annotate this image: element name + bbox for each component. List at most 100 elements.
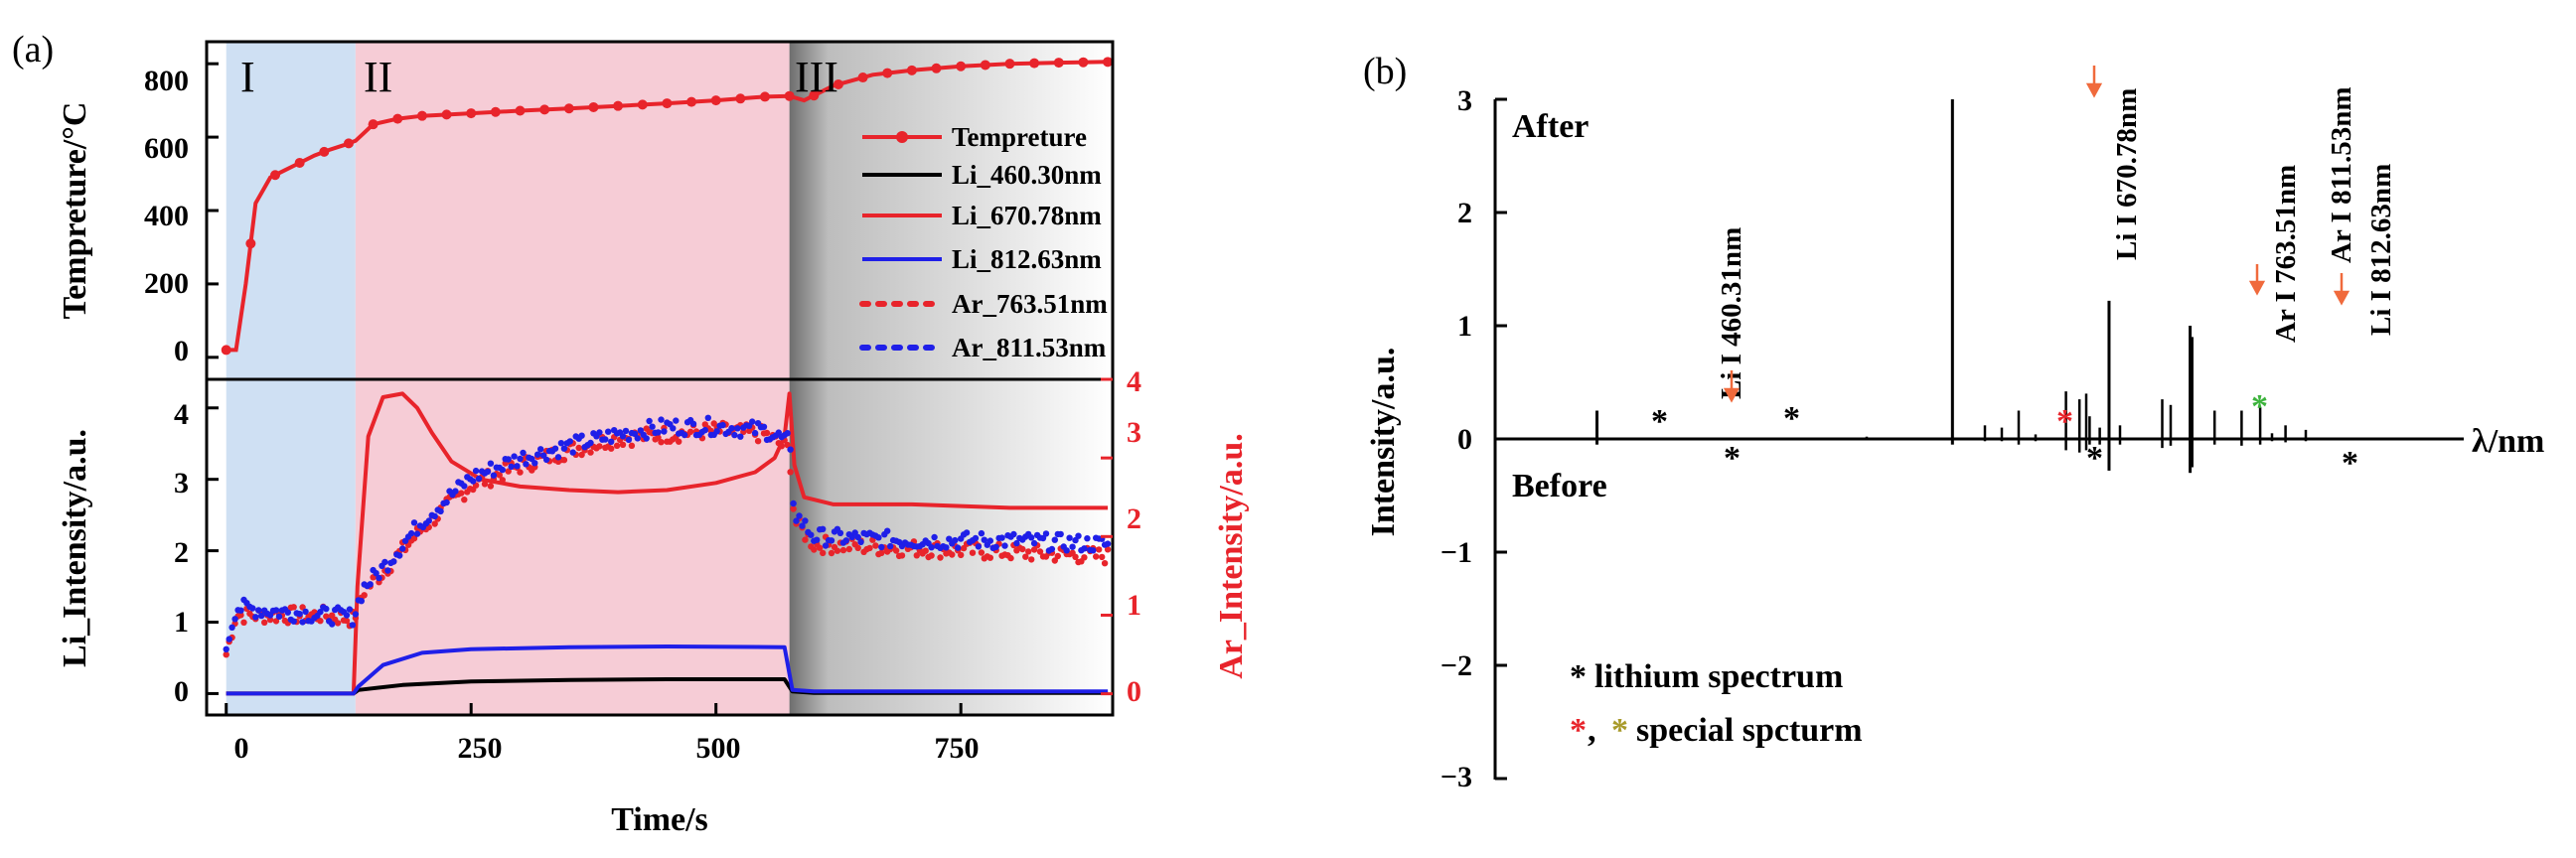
tempreture-point bbox=[882, 68, 893, 78]
series-ar-763-51nm-point bbox=[784, 441, 791, 449]
tempreture-point bbox=[270, 170, 281, 181]
peak-label-li-812: Li I 812.63nm bbox=[2365, 164, 2397, 336]
series-ar-763-51nm-point bbox=[913, 552, 920, 559]
series-ar-811-53nm-point bbox=[946, 535, 953, 542]
intensity-plot bbox=[223, 391, 1112, 696]
panel-a-label: (a) bbox=[12, 29, 54, 71]
series-ar-811-53nm-point bbox=[296, 611, 303, 618]
series-ar-811-53nm-point bbox=[1042, 530, 1050, 537]
series-ar-811-53nm-point bbox=[955, 544, 962, 551]
series-ar-811-53nm-point bbox=[252, 614, 259, 621]
series-ar-811-53nm-point bbox=[681, 431, 688, 439]
series-ar-811-53nm-point bbox=[461, 483, 468, 490]
spectrum bbox=[1595, 99, 2308, 474]
series-ar-811-53nm-point bbox=[299, 619, 306, 626]
asterisk-lithium: * bbox=[1651, 403, 1668, 440]
series-ar-763-51nm-point bbox=[1028, 556, 1035, 563]
series-ar-763-51nm-point bbox=[496, 472, 503, 479]
bottom-right-ytick-label: 0 bbox=[1127, 675, 1141, 708]
tempreture-point bbox=[735, 93, 746, 104]
series-ar-811-53nm-point bbox=[437, 507, 444, 515]
series-ar-811-53nm-point bbox=[728, 425, 735, 432]
region-label-ii: II bbox=[364, 53, 392, 101]
tempreture-point bbox=[784, 90, 795, 101]
top-ytick-label: 600 bbox=[144, 132, 189, 165]
bottom-left-ytick-label: 4 bbox=[174, 398, 189, 431]
series-ar-811-53nm-point bbox=[237, 607, 244, 614]
series-ar-811-53nm-point bbox=[1057, 530, 1064, 538]
series-ar-763-51nm-point bbox=[272, 618, 280, 625]
series-ar-763-51nm-point bbox=[1072, 553, 1079, 560]
series-ar-811-53nm-point bbox=[472, 467, 480, 475]
xtick-label: 0 bbox=[234, 732, 249, 765]
tempreture-point bbox=[1029, 58, 1040, 69]
after-label: After bbox=[1512, 108, 1589, 145]
series-ar-763-51nm-point bbox=[317, 618, 324, 625]
bottom-left-ytick-label: 1 bbox=[174, 606, 189, 639]
peak-label-ar-763: Ar I 763.51nm bbox=[2270, 165, 2302, 343]
series-ar-811-53nm-point bbox=[820, 525, 827, 532]
series-ar-811-53nm-point bbox=[384, 567, 391, 574]
series-ar-811-53nm-point bbox=[542, 456, 550, 464]
peak-arrows bbox=[1723, 66, 2350, 403]
region-III-top bbox=[789, 42, 1113, 379]
series-ar-811-53nm-point bbox=[670, 425, 677, 432]
series-ar-811-53nm-point bbox=[992, 543, 999, 550]
series-ar-811-53nm-point bbox=[290, 618, 297, 625]
series-ar-763-51nm-point bbox=[1101, 560, 1109, 567]
series-ar-763-51nm-point bbox=[839, 546, 847, 554]
series-ar-763-51nm-point bbox=[820, 549, 827, 557]
legend-label-ar-811: Ar_811.53nm bbox=[952, 333, 1107, 362]
tempreture-point bbox=[759, 91, 770, 102]
legend: Tempreture Li_460.30nm Li_670.78nm Li_81… bbox=[859, 122, 1108, 362]
asterisk-lithium: * bbox=[2086, 440, 2103, 477]
b-x-axis-title: λ/nm bbox=[2472, 423, 2544, 460]
bottom-left-ytick-label: 2 bbox=[174, 536, 189, 569]
tempreture-point bbox=[1078, 57, 1089, 68]
b-ytick-label: −2 bbox=[1440, 649, 1472, 682]
bottom-left-ytick-label: 0 bbox=[174, 675, 189, 708]
series-ar-811-53nm-point bbox=[943, 544, 950, 551]
tempreture-point bbox=[221, 345, 231, 356]
tempreture-point bbox=[245, 238, 256, 249]
series-ar-811-53nm-point bbox=[793, 517, 800, 524]
series-ar-763-51nm-point bbox=[223, 651, 229, 658]
series-ar-811-53nm-point bbox=[228, 624, 235, 631]
series-ar-811-53nm-point bbox=[649, 423, 656, 430]
series-ar-763-51nm-point bbox=[575, 444, 582, 452]
series-ar-811-53nm-point bbox=[514, 463, 521, 470]
series-ar-763-51nm-point bbox=[787, 469, 794, 476]
series-ar-811-53nm-point bbox=[986, 537, 993, 544]
series-ar-811-53nm-point bbox=[508, 463, 515, 471]
series-ar-811-53nm-point bbox=[275, 613, 283, 620]
tempreture-point bbox=[833, 78, 843, 89]
series-ar-811-53nm-point bbox=[560, 445, 568, 452]
series-ar-763-51nm-point bbox=[560, 457, 568, 464]
xtick-label: 500 bbox=[696, 732, 741, 765]
tempreture-point bbox=[441, 109, 452, 120]
series-ar-811-53nm-point bbox=[523, 461, 530, 468]
series-ar-811-53nm-point bbox=[622, 427, 630, 435]
series-ar-811-53nm-point bbox=[323, 605, 330, 613]
series-ar-811-53nm-point bbox=[587, 439, 594, 447]
series-ar-763-51nm-point bbox=[237, 612, 244, 619]
series-ar-811-53nm-point bbox=[499, 466, 506, 474]
series-ar-763-51nm-point bbox=[655, 434, 662, 441]
b-ytick-label: 3 bbox=[1457, 84, 1472, 117]
series-ar-811-53nm-point bbox=[484, 468, 492, 476]
series-ar-763-51nm-point bbox=[866, 544, 873, 552]
tempreture-point bbox=[588, 101, 599, 112]
tempreture-point bbox=[515, 105, 526, 116]
legend-label-tempreture: Tempreture bbox=[952, 122, 1087, 152]
tempreture-point bbox=[710, 95, 721, 106]
series-ar-811-53nm-point bbox=[975, 543, 983, 550]
series-ar-763-51nm-point bbox=[1022, 553, 1029, 560]
series-ar-811-53nm-point bbox=[643, 435, 650, 442]
axis-ticks bbox=[207, 62, 1113, 715]
series-ar-811-53nm-point bbox=[531, 460, 538, 467]
series-ar-763-51nm-point bbox=[628, 442, 636, 449]
series-ar-811-53nm-point bbox=[443, 499, 450, 506]
series-ar-811-53nm-point bbox=[719, 421, 726, 429]
series-ar-763-51nm-point bbox=[686, 428, 694, 435]
